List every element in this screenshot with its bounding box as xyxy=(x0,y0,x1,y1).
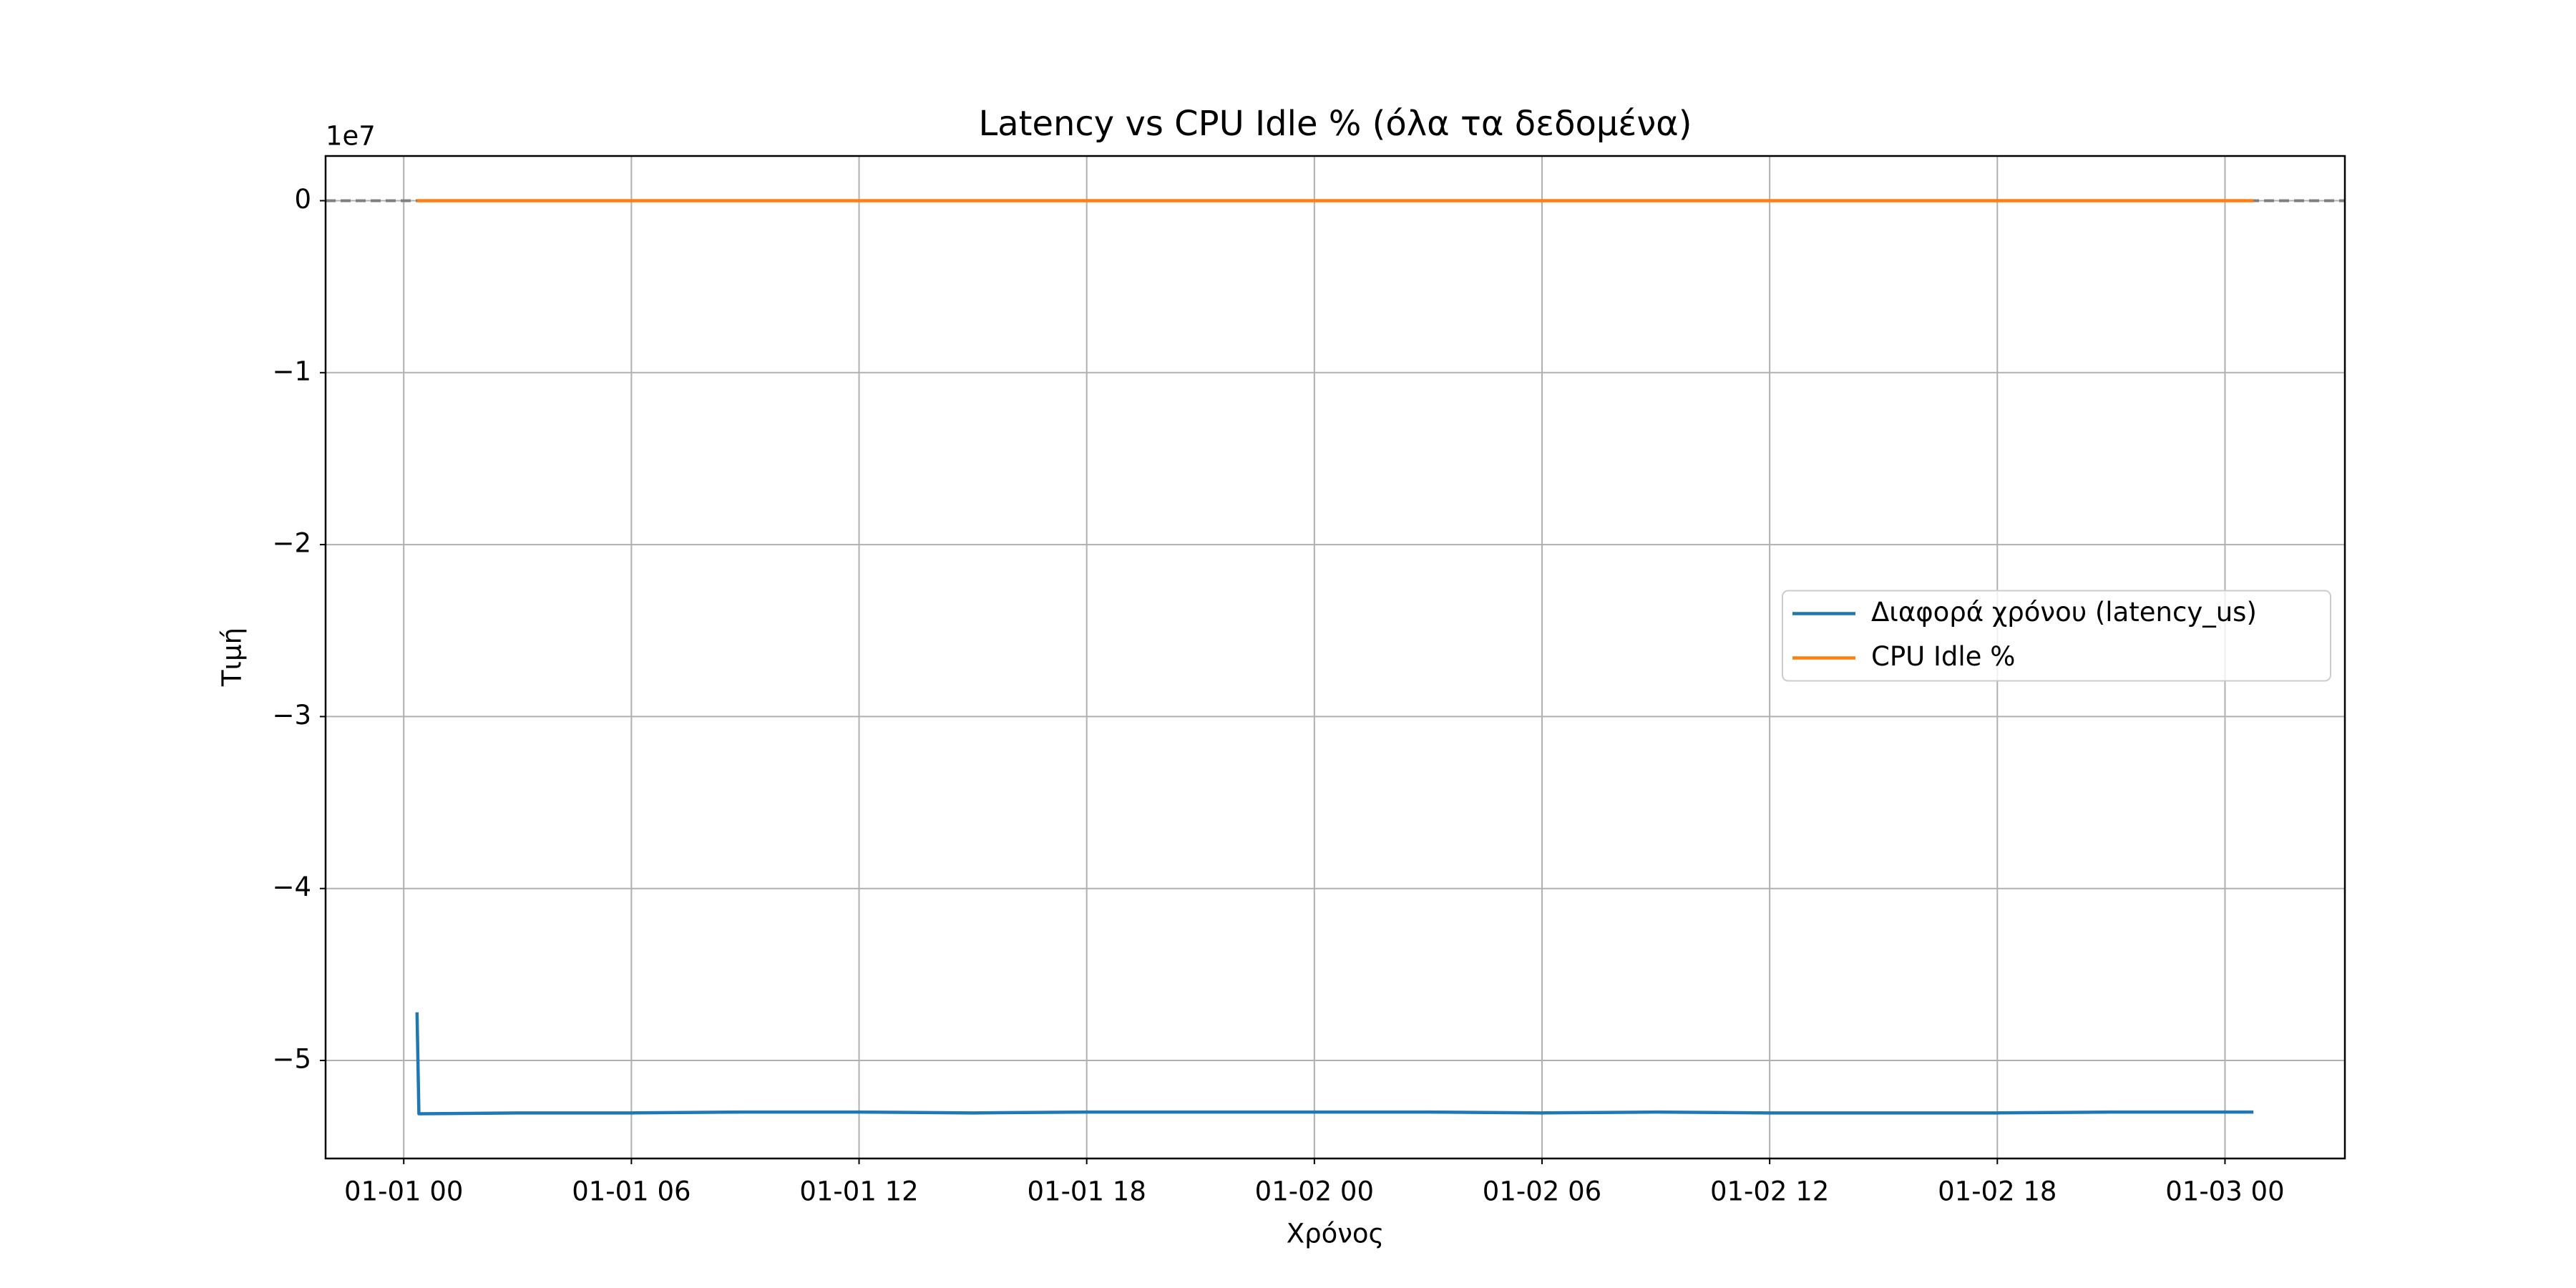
axes-frame xyxy=(324,155,2346,1160)
x-tick-label: 01-02 00 xyxy=(1255,1176,1374,1207)
x-tick-label: 01-02 12 xyxy=(1710,1176,1829,1207)
legend-box xyxy=(1782,590,2331,682)
y-axis-label: Τιμή xyxy=(217,628,248,687)
legend: Διαφορά χρόνου (latency_us) CPU Idle % xyxy=(1782,590,2331,682)
y-tick-label: 0 xyxy=(294,184,311,215)
y-tick-label: −5 xyxy=(272,1044,311,1075)
legend-label: CPU Idle % xyxy=(1871,641,2015,672)
x-tick-label: 01-02 06 xyxy=(1483,1176,1601,1207)
y-offset-label: 1e7 xyxy=(326,121,376,152)
legend-label: Διαφορά χρόνου (latency_us) xyxy=(1871,597,2257,628)
x-axis-label: Χρόνος xyxy=(1287,1219,1385,1249)
y-tick-label: −2 xyxy=(272,528,311,559)
x-tick-label: 01-01 12 xyxy=(799,1176,918,1207)
y-tick-label: −4 xyxy=(272,872,311,902)
x-tick-label: 01-01 06 xyxy=(572,1176,691,1207)
y-tick-label: −1 xyxy=(272,356,311,386)
chart-title: Latency vs CPU Idle % (όλα τα δεδομένα) xyxy=(978,104,1692,144)
x-tick-label: 01-02 18 xyxy=(1938,1176,2057,1207)
data-line xyxy=(415,1012,2254,1116)
x-tick-label: 01-03 00 xyxy=(2165,1176,2284,1207)
x-tick-label: 01-01 18 xyxy=(1028,1176,1146,1207)
y-tick-label: −3 xyxy=(272,700,311,731)
x-tick-label: 01-01 00 xyxy=(344,1176,463,1207)
